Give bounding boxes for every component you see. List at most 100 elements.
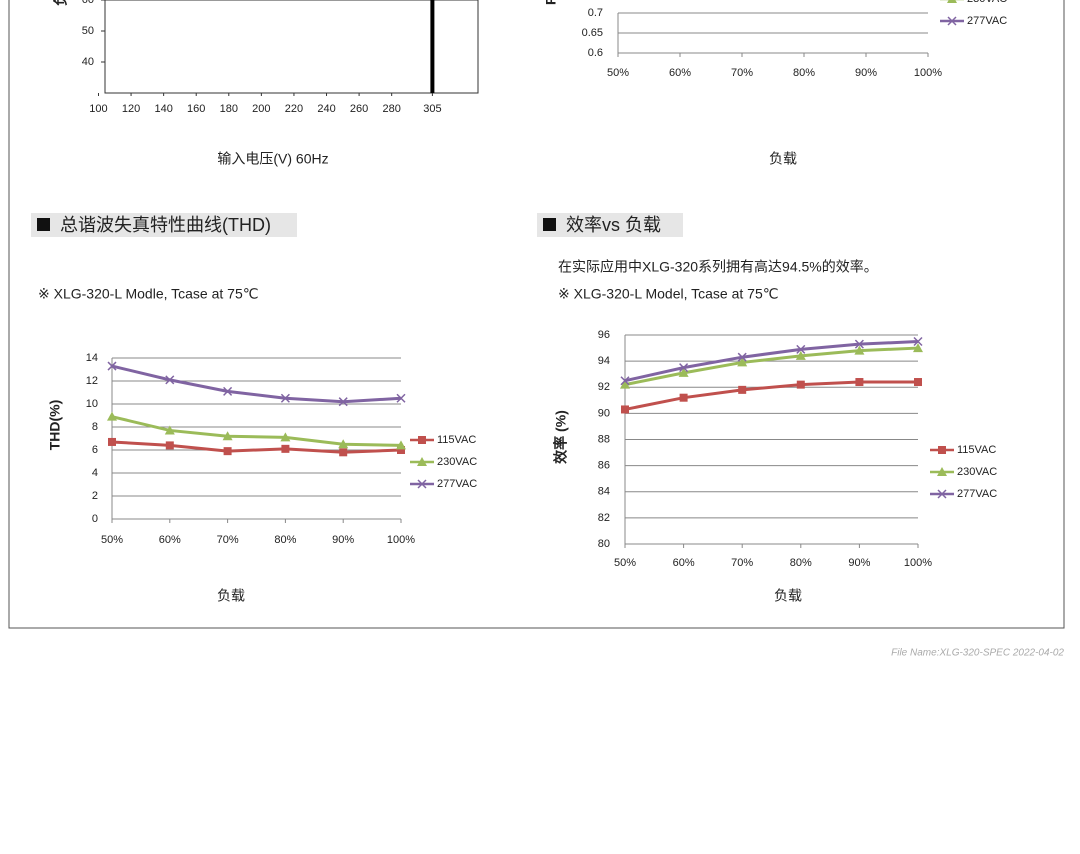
marker — [338, 439, 349, 449]
marker — [108, 437, 116, 446]
legend-label: 277VAC — [437, 478, 477, 490]
marker — [796, 344, 806, 354]
series-line — [624, 340, 919, 383]
page-frame — [8, 0, 1065, 629]
x-tick-label: 160 — [187, 103, 205, 115]
marker — [222, 431, 233, 441]
marker — [620, 376, 630, 386]
y-tick-label: 88 — [598, 433, 610, 445]
y-tick-label: 8 — [92, 421, 98, 433]
bullet — [543, 218, 556, 231]
x-tick-label: 60% — [669, 67, 691, 79]
x-axis-label: 负载 — [217, 588, 245, 604]
x-tick-label: 50% — [607, 67, 629, 79]
marker — [678, 367, 689, 377]
marker — [418, 436, 426, 444]
x-tick-label: 260 — [350, 103, 368, 115]
marker — [737, 357, 748, 367]
marker — [165, 375, 175, 385]
marker — [620, 379, 630, 389]
y-axis-label: PF — [543, 0, 559, 5]
y-tick-label: 84 — [598, 486, 610, 498]
y-tick-label: 0.6 — [588, 47, 603, 59]
series-line — [111, 440, 402, 454]
y-tick-label: 94 — [598, 355, 610, 367]
y-axis-label: THD(%) — [47, 400, 63, 451]
series-line — [624, 346, 919, 387]
x-tick-label: 80% — [274, 534, 296, 546]
y-tick-label: 6 — [92, 444, 98, 456]
y-tick-label: 14 — [86, 352, 98, 364]
x-axis-label: 负载 — [774, 588, 802, 604]
x-axis-label: 输入电压(V) 60Hz — [217, 151, 328, 167]
x-tick-label: 240 — [317, 103, 335, 115]
x-tick-label: 60% — [159, 534, 181, 546]
marker — [417, 479, 427, 489]
marker — [621, 405, 629, 414]
marker — [164, 425, 175, 435]
marker — [938, 446, 946, 454]
section-header-bg — [537, 213, 683, 237]
x-tick-label: 90% — [332, 534, 354, 546]
note: ※ XLG-320-L Model, Tcase at 75℃ — [558, 286, 778, 302]
y-tick-label: 0.7 — [588, 7, 603, 19]
y-tick-label: 50 — [82, 25, 94, 37]
x-tick-label: 90% — [848, 557, 870, 569]
y-tick-label: 80 — [598, 538, 610, 550]
marker — [396, 393, 406, 403]
x-tick-label: 100% — [387, 534, 415, 546]
x-tick-label: 90% — [855, 67, 877, 79]
y-tick-label: 12 — [86, 375, 98, 387]
y-tick-label: 4 — [92, 467, 98, 479]
bullet — [37, 218, 50, 231]
marker — [679, 393, 688, 402]
marker — [397, 446, 405, 454]
y-tick-label: 0 — [92, 513, 98, 525]
y-tick-label: 60 — [82, 0, 94, 6]
marker — [165, 441, 174, 450]
series-line — [111, 415, 402, 447]
marker — [947, 0, 957, 3]
legend-label: 230VAC — [957, 466, 997, 478]
marker — [854, 345, 865, 355]
y-tick-label: 10 — [86, 398, 98, 410]
x-tick-label: 50% — [614, 557, 636, 569]
marker — [795, 350, 806, 360]
x-axis-label: 负载 — [769, 151, 797, 167]
y-axis-label: 效率 (%) — [553, 410, 569, 464]
x-tick-label: 100% — [914, 67, 942, 79]
marker — [937, 467, 947, 476]
x-tick-label: 60% — [673, 557, 695, 569]
marker — [855, 378, 864, 387]
section-header-bg — [31, 213, 297, 237]
x-tick-label: 80% — [793, 67, 815, 79]
marker — [281, 444, 290, 453]
legend-label: 115VAC — [437, 434, 476, 446]
x-tick-label: 280 — [382, 103, 400, 115]
marker — [913, 343, 923, 353]
section-title: 效率vs 负载 — [566, 215, 661, 235]
legend-label: 230VAC — [967, 0, 1007, 5]
y-tick-label: 96 — [598, 329, 610, 341]
x-tick-label: 305 — [423, 103, 441, 115]
section-title: 总谐波失真特性曲线(THD) — [60, 215, 271, 235]
series-line — [111, 364, 402, 404]
x-tick-label: 140 — [154, 103, 172, 115]
y-tick-label: 90 — [598, 407, 610, 419]
y-tick-label: 0.65 — [582, 27, 603, 39]
marker — [914, 378, 922, 387]
plot-frame — [104, 0, 479, 94]
footer: File Name:XLG-320-SPEC 2022-04-02 — [891, 648, 1064, 659]
x-tick-label: 120 — [122, 103, 140, 115]
marker — [223, 447, 232, 456]
marker — [107, 411, 117, 421]
y-tick-label: 82 — [598, 512, 610, 524]
marker — [396, 440, 406, 450]
marker — [223, 386, 233, 396]
legend-label: 277VAC — [957, 488, 997, 500]
marker — [338, 397, 348, 407]
marker — [280, 432, 291, 442]
marker — [417, 457, 427, 466]
y-tick-label: 86 — [598, 460, 610, 472]
marker — [947, 16, 957, 26]
